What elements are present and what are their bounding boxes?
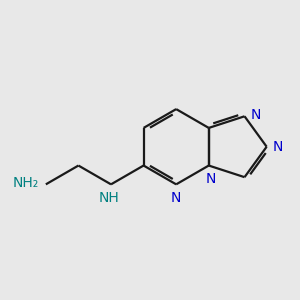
- Text: NH₂: NH₂: [13, 176, 39, 190]
- Text: NH: NH: [99, 191, 120, 205]
- Text: N: N: [205, 172, 216, 186]
- Text: N: N: [250, 108, 261, 122]
- Text: N: N: [272, 140, 283, 154]
- Text: N: N: [171, 191, 181, 205]
